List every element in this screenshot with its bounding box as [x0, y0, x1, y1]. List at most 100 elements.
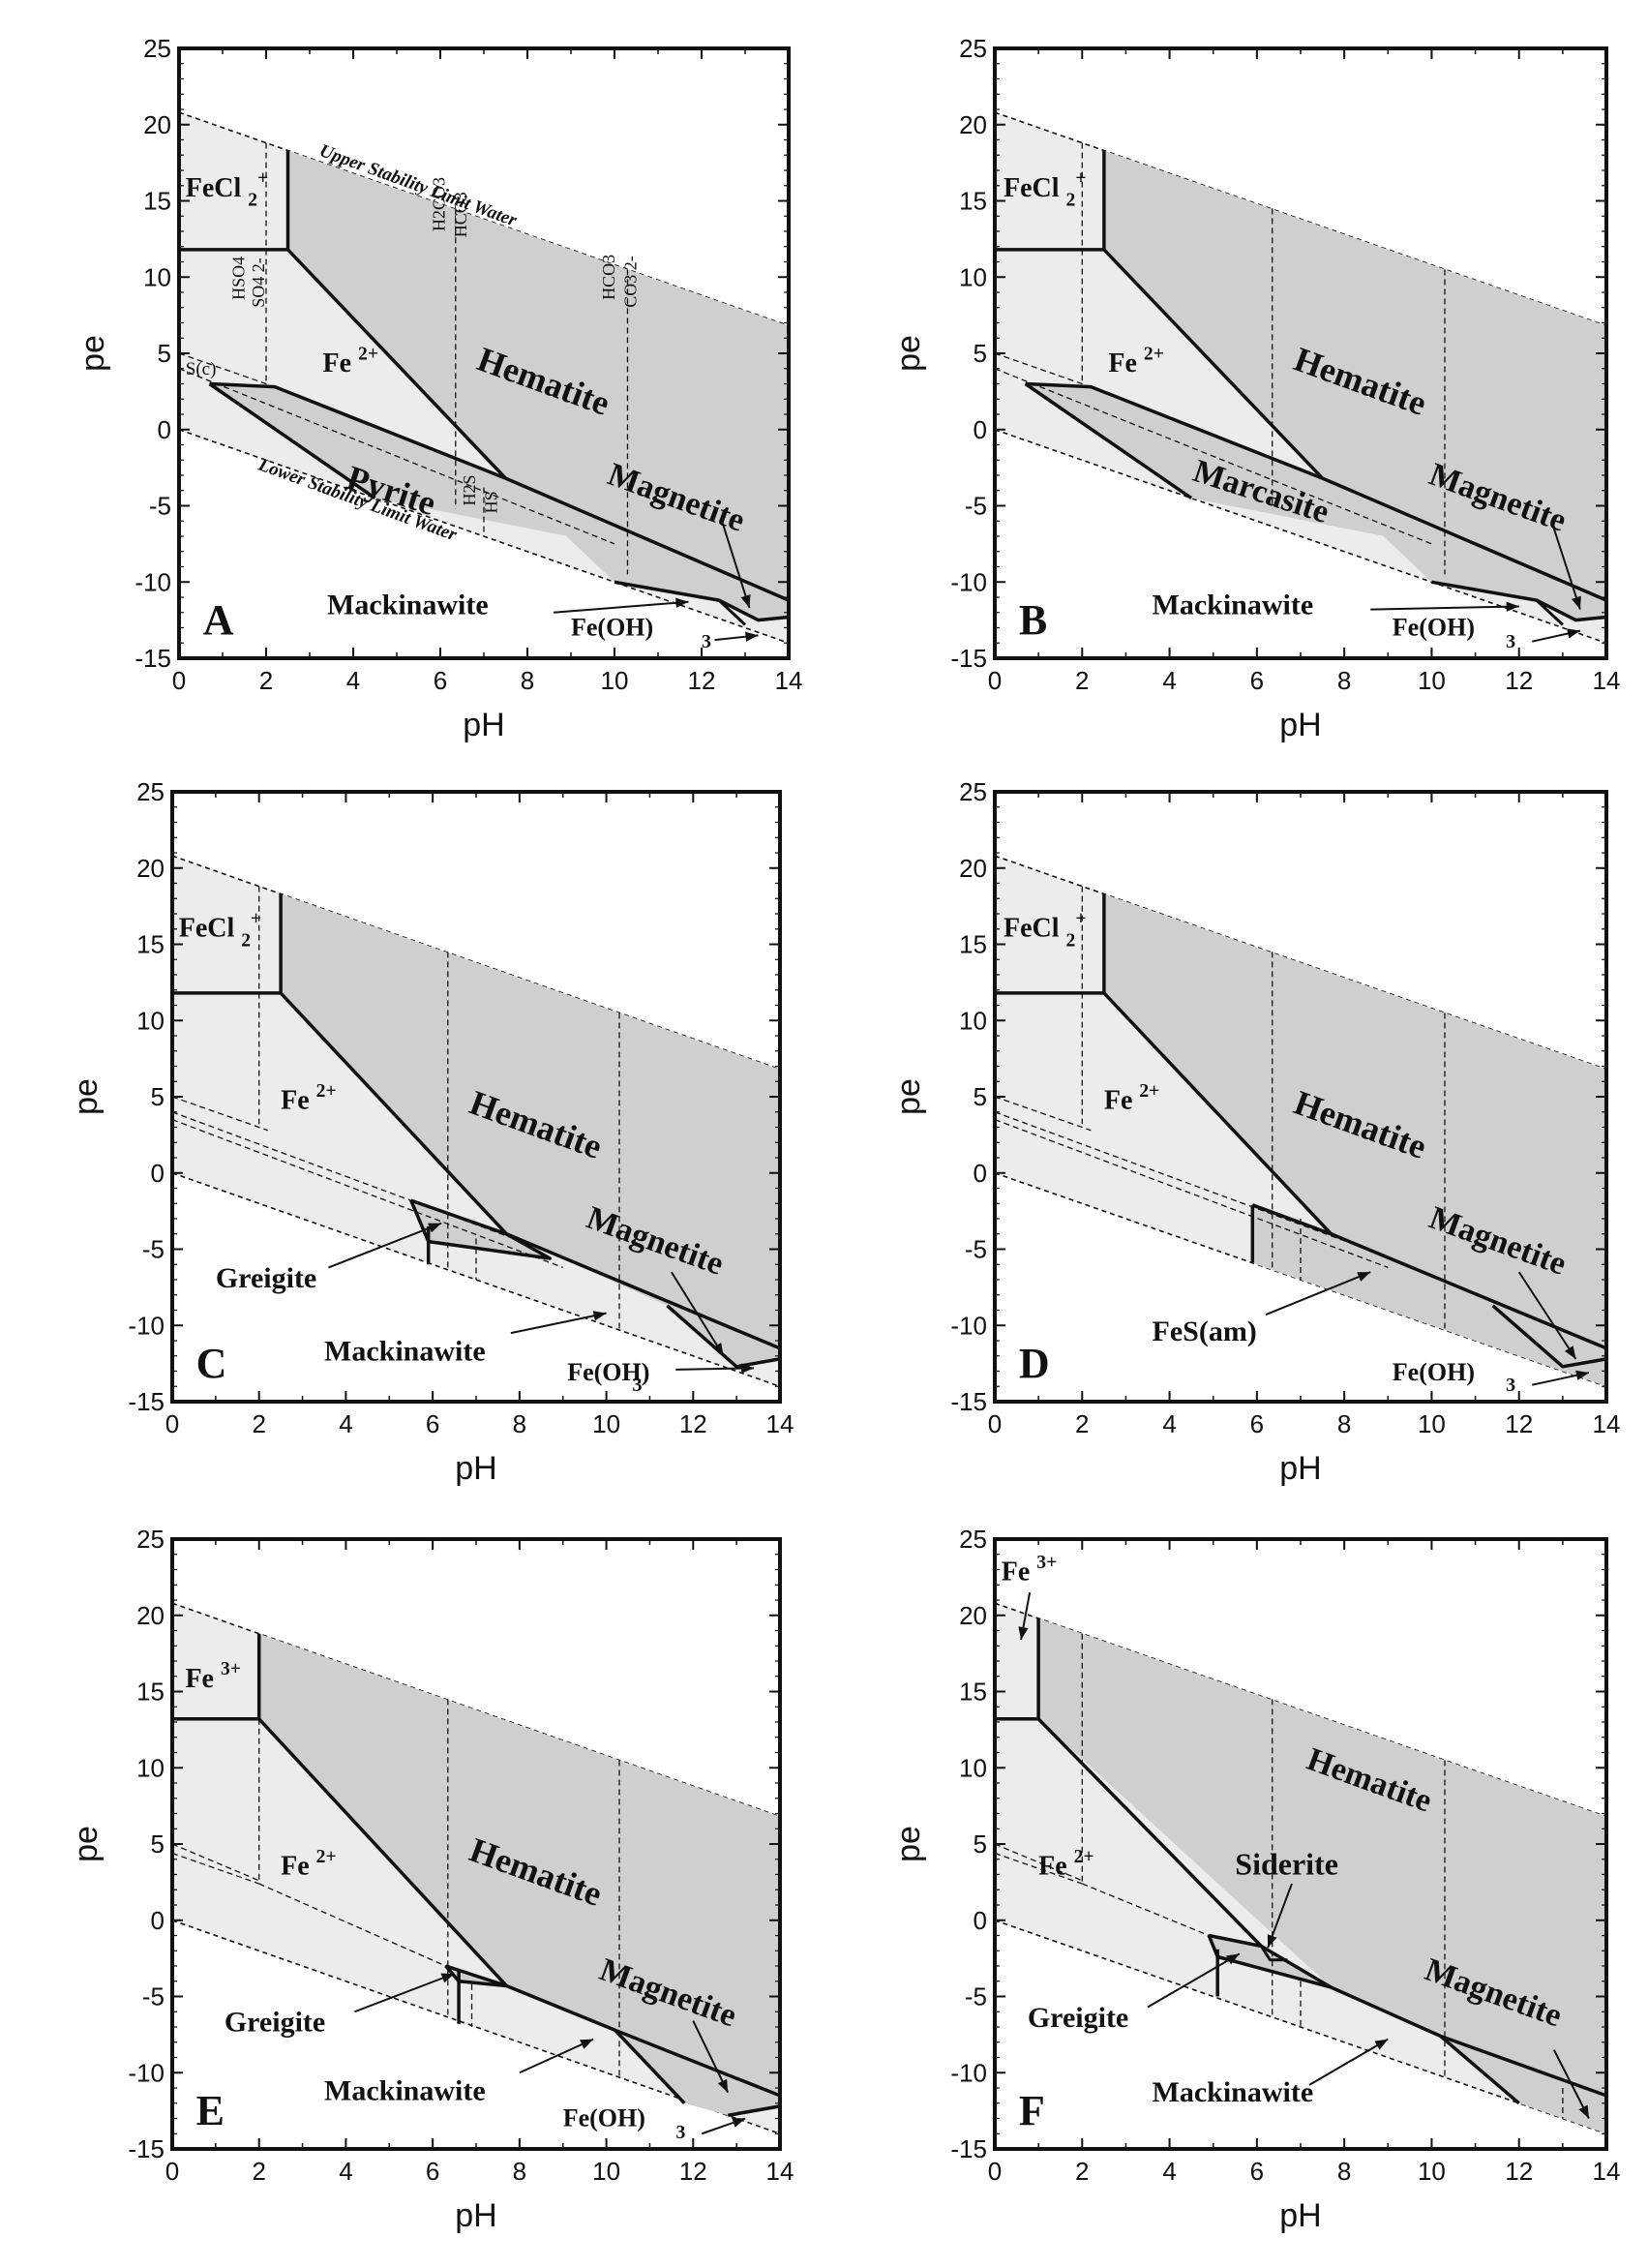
panel-letter: A	[203, 596, 234, 644]
fe2-label-part: 2+	[316, 1847, 337, 1867]
y-tick-label: 5	[158, 339, 171, 368]
magnetite-arrow-head	[740, 594, 751, 609]
feoh3-label-part: Fe(OH)	[1393, 613, 1475, 641]
y-tick-label: -10	[135, 567, 171, 596]
y-tick-label: -5	[149, 492, 171, 521]
y-tick-label: 10	[959, 262, 987, 291]
mackinawite-boundary	[1535, 599, 1564, 626]
mackinawite-label: Mackinawite	[327, 589, 489, 620]
hematite-field	[281, 893, 781, 1348]
x-tick-label: 6	[434, 666, 447, 695]
y-tick-label: 10	[143, 262, 171, 291]
fe2-label-part: 2+	[1074, 1847, 1094, 1867]
fecl2-label-part	[241, 173, 248, 203]
y-tick-label: 20	[959, 110, 987, 139]
y-tick-label: 0	[974, 1906, 987, 1935]
fe2-label-part: 2+	[358, 344, 378, 364]
fe2-label-part: Fe	[281, 1852, 310, 1882]
y-tick-label: -5	[965, 492, 987, 521]
mackinawite-boundary	[717, 599, 747, 626]
x-tick-label: 14	[766, 2157, 794, 2186]
x-tick-label: 14	[766, 1409, 794, 1438]
fe2-hematite-boundary	[1102, 991, 1333, 1236]
y-tick-label: 25	[136, 1525, 165, 1554]
mackinawite-label: Mackinawite	[1153, 2076, 1314, 2108]
y-tick-label: 0	[151, 1159, 165, 1188]
x-tick-label: 6	[1250, 666, 1264, 695]
x-tick-label: 12	[1505, 666, 1533, 695]
y-tick-label: 20	[959, 854, 987, 883]
y-tick-label: 5	[974, 1082, 987, 1111]
x-tick-label: 8	[1337, 666, 1351, 695]
mackinawite-arrow	[1308, 2038, 1389, 2086]
feoh3-label: Fe(OH)	[571, 613, 653, 641]
fecl2-label-part: 2	[241, 930, 251, 951]
marcasite-upper-boundary	[1025, 381, 1607, 602]
panel-letter: D	[1019, 1340, 1050, 1387]
magnetite-lower-boundary	[614, 580, 790, 622]
hematite-field	[258, 1633, 780, 2096]
magnetite-field	[505, 478, 789, 620]
mackinawite-label: Mackinawite	[324, 2075, 486, 2107]
greigite-label: Greigite	[216, 1262, 316, 1294]
fe2-label: Fe 2+	[1038, 1847, 1094, 1882]
x-axis-title: pH	[463, 707, 504, 743]
y-tick-label: 15	[136, 930, 165, 959]
mackinawite-arrow-head	[580, 2039, 594, 2049]
feoh3-arrow-head	[1575, 1370, 1589, 1380]
fe2-label: Fe 2+	[281, 1847, 337, 1882]
fe2-label: Fe 2+	[1108, 344, 1164, 378]
y-tick-label: 15	[959, 187, 987, 216]
x-tick-label: 8	[513, 2157, 526, 2186]
x-tick-label: 4	[346, 666, 360, 695]
y-axis-title: pe	[890, 1826, 927, 1862]
y-tick-label: 25	[143, 34, 171, 63]
panel-letter: F	[1019, 2087, 1045, 2134]
lower-water-limit	[994, 1172, 1607, 1388]
x-tick-label: 4	[1162, 1409, 1176, 1438]
x-tick-label: 14	[1593, 666, 1621, 695]
fecl2-label-part: +	[257, 168, 268, 189]
fe3-label-part	[1030, 1557, 1036, 1588]
y-tick-label: -15	[128, 1387, 165, 1416]
y-tick-label: 5	[974, 1830, 987, 1859]
y-tick-label: 20	[136, 1601, 165, 1630]
feoh3-arrow-head	[732, 2117, 746, 2128]
y-tick-label: 25	[959, 34, 987, 63]
y-tick-label: -5	[142, 1982, 165, 2011]
fe2-label-part: Fe	[1038, 1852, 1067, 1882]
fecl2-label-part: FeCl	[179, 914, 235, 944]
feoh3-label: Fe(OH)	[563, 2103, 645, 2132]
greigite-boundary	[409, 1199, 553, 1260]
x-axis-title: pH	[1279, 1450, 1321, 1487]
y-axis-title: pe	[890, 1078, 927, 1115]
feoh3-label: Fe(OH)	[1393, 1358, 1475, 1386]
fecl2-label-part: 2	[1066, 930, 1076, 951]
fe2-label-part	[1137, 348, 1144, 378]
y-axis-title: pe	[68, 1826, 105, 1862]
fes-am-arrow	[1265, 1271, 1371, 1316]
magnetite-field	[1322, 478, 1606, 620]
x-tick-label: 0	[165, 1409, 179, 1438]
x-axis-title: pH	[455, 2197, 496, 2234]
mackinawite-arrow	[519, 2038, 594, 2074]
y-tick-label: 10	[959, 1753, 987, 1782]
y-tick-label: -5	[965, 1235, 987, 1264]
y-tick-label: 25	[959, 1525, 987, 1554]
y-tick-label: 5	[974, 339, 987, 368]
fecl2-label-part	[234, 914, 241, 944]
feoh3-sub-part: 3	[702, 631, 711, 652]
x-tick-label: 8	[521, 666, 534, 695]
pyrite-upper-boundary	[209, 381, 790, 602]
x-tick-label: 4	[339, 1409, 352, 1438]
feoh3-arrow	[675, 1367, 755, 1371]
y-tick-label: 5	[151, 1830, 165, 1859]
y-tick-label: -10	[128, 1311, 165, 1340]
species-label: HCO3	[451, 192, 470, 237]
x-tick-label: 10	[592, 2157, 620, 2186]
y-tick-label: 20	[959, 1601, 987, 1630]
y-tick-label: 5	[151, 1082, 165, 1111]
upper-water-limit	[171, 855, 781, 1071]
greigite-arrow	[328, 1222, 442, 1269]
feoh3-sub-part: 3	[632, 1375, 642, 1396]
